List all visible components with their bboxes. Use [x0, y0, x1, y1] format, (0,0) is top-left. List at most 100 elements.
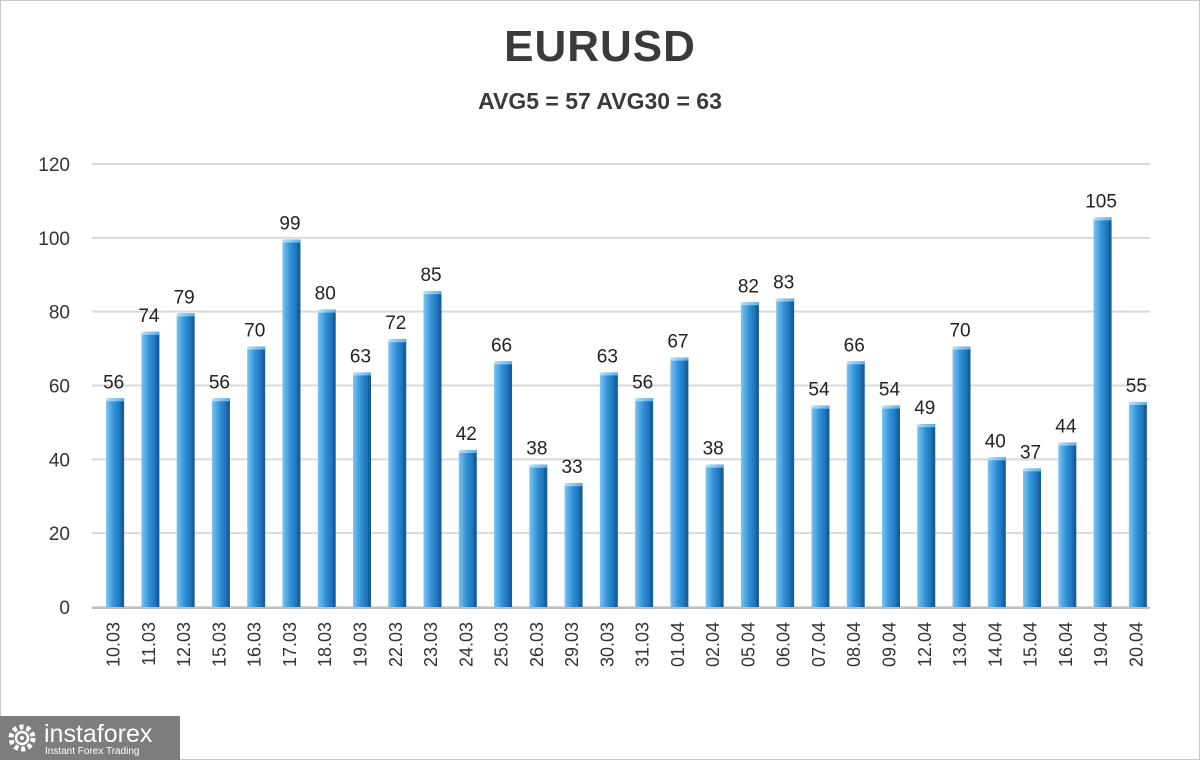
- x-tick-label: 05.04: [738, 622, 758, 667]
- data-label: 66: [491, 335, 512, 356]
- bar-top: [1023, 468, 1042, 472]
- x-tick-label: 19.03: [351, 622, 371, 667]
- x-tick-label: 13.04: [950, 622, 970, 667]
- bar: [882, 407, 897, 607]
- gear-icon: [8, 724, 36, 752]
- data-label: 56: [103, 372, 124, 393]
- bar-top: [282, 239, 301, 243]
- bar: [917, 426, 933, 607]
- bar: [987, 459, 1003, 607]
- bar-top: [317, 309, 336, 313]
- data-label: 56: [209, 372, 230, 393]
- bar-top: [635, 398, 654, 402]
- bar-top: [211, 398, 230, 402]
- bar: [494, 363, 510, 607]
- x-tick-label: 16.03: [245, 622, 265, 667]
- bar: [211, 400, 227, 607]
- y-tick-label: 20: [49, 524, 70, 545]
- chart-title: EURUSD: [504, 22, 696, 71]
- x-tick-label: 26.03: [527, 622, 547, 667]
- data-label: 54: [808, 380, 830, 401]
- bar: [811, 407, 827, 607]
- x-tick-label: 07.04: [809, 622, 829, 667]
- data-label: 37: [1020, 442, 1041, 463]
- data-label: 72: [385, 313, 406, 334]
- bar: [317, 311, 333, 607]
- data-label: 82: [738, 276, 759, 297]
- bars: [106, 217, 1147, 607]
- data-label: 70: [244, 321, 265, 342]
- bar: [1093, 219, 1109, 607]
- y-tick-label: 60: [49, 377, 70, 398]
- y-tick-label: 40: [49, 450, 70, 471]
- bar: [635, 400, 651, 607]
- data-label: 99: [279, 214, 300, 235]
- data-label: 63: [597, 346, 618, 367]
- data-label: 55: [1126, 376, 1147, 397]
- bar-top: [740, 302, 759, 306]
- x-tick-label: 08.04: [844, 622, 864, 667]
- y-tick-label: 80: [49, 303, 70, 324]
- bar-top: [917, 424, 936, 428]
- bar-top: [423, 291, 442, 295]
- bar: [1058, 444, 1074, 607]
- x-tick-label: 14.04: [985, 622, 1005, 667]
- bar: [282, 241, 298, 607]
- chart-subtitle: AVG5 = 57 AVG30 = 63: [478, 88, 722, 114]
- x-tick-label: 24.03: [456, 622, 476, 667]
- bar: [846, 363, 862, 607]
- x-tick-label: 15.03: [209, 622, 229, 667]
- data-label: 85: [420, 265, 441, 286]
- x-tick-label: 25.03: [492, 622, 512, 667]
- x-tick-label: 16.04: [1056, 622, 1076, 667]
- x-axis: 10.03 11.03 12.03 15.03 16.03 17.03 18.03 19.03…: [104, 622, 1147, 667]
- bar: [106, 400, 122, 607]
- data-label: 66: [844, 335, 865, 356]
- data-label: 74: [138, 306, 160, 327]
- bar: [1128, 403, 1144, 607]
- bar: [176, 315, 192, 607]
- bar: [670, 359, 686, 607]
- x-tick-label: 29.03: [562, 622, 582, 667]
- brand-logo: instaforex Instant Forex Trading: [0, 716, 180, 760]
- logo-name: instaforex: [44, 720, 153, 748]
- data-label: 42: [456, 424, 477, 445]
- bar-top: [494, 361, 513, 365]
- bar: [776, 300, 792, 607]
- bar-top: [1058, 442, 1077, 446]
- x-tick-label: 17.03: [280, 622, 300, 667]
- bar-top: [458, 449, 477, 453]
- x-tick-label: 02.04: [703, 622, 723, 667]
- x-tick-label: 20.04: [1126, 622, 1146, 667]
- data-label: 40: [985, 431, 1006, 452]
- bar: [1023, 470, 1039, 607]
- bar-top: [952, 346, 971, 350]
- y-axis: 0 20 40 60 80 100 120: [38, 155, 70, 619]
- x-tick-label: 11.03: [139, 622, 159, 666]
- x-tick-label: 19.04: [1091, 622, 1111, 667]
- x-tick-label: 12.04: [915, 622, 935, 667]
- x-tick-label: 12.03: [174, 622, 194, 667]
- bar-top: [564, 483, 583, 487]
- bar-top: [353, 372, 371, 376]
- bar: [599, 374, 615, 607]
- data-label: 49: [914, 398, 935, 419]
- bar: [740, 304, 756, 607]
- y-tick-label: 0: [59, 598, 70, 619]
- data-label: 33: [562, 457, 583, 478]
- bar: [458, 451, 474, 607]
- x-tick-label: 30.03: [597, 622, 617, 667]
- data-label: 54: [879, 380, 901, 401]
- data-label: 56: [632, 372, 653, 393]
- bar-top: [846, 361, 865, 365]
- bar-top: [1128, 401, 1147, 405]
- bar: [529, 466, 545, 607]
- bar-top: [106, 398, 125, 402]
- data-label: 38: [703, 439, 724, 460]
- data-label: 70: [949, 321, 970, 342]
- bar-top: [811, 405, 830, 409]
- bar: [353, 374, 368, 607]
- bar: [423, 293, 439, 607]
- bar-top: [141, 331, 160, 335]
